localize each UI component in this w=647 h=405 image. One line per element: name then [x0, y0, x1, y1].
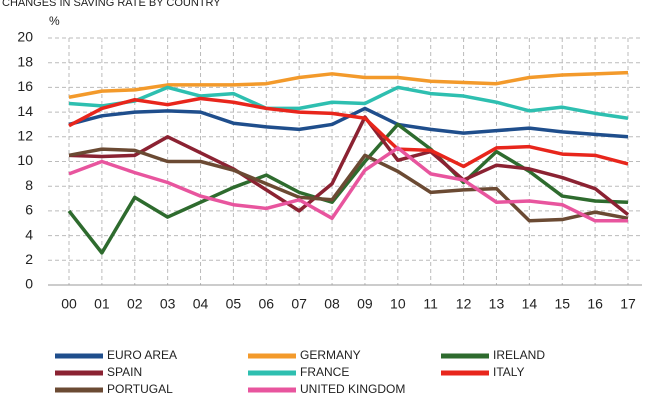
x-tick-label: 16: [587, 296, 603, 312]
x-tick-label: 15: [554, 296, 570, 312]
y-tick-label: 8: [25, 177, 33, 193]
series-line: [67, 122, 629, 255]
x-tick-label: 11: [423, 296, 438, 312]
y-tick-label: 14: [17, 103, 33, 119]
y-axis-label: %: [49, 14, 60, 28]
legend-label: FRANCE: [300, 365, 349, 379]
y-tick-label: 0: [25, 276, 33, 292]
y-tick-label: 10: [17, 152, 33, 168]
x-tick-label: 02: [127, 296, 143, 312]
series-line: [68, 106, 629, 139]
chart-title: CHANGES IN SAVING RATE BY COUNTRY: [2, 0, 221, 9]
series-line: [68, 147, 629, 223]
legend-label: EURO AREA: [107, 348, 177, 362]
x-tick-label: 14: [522, 296, 538, 312]
y-tick-label: 4: [25, 226, 33, 242]
series-line: [68, 115, 630, 216]
x-tick-label: 17: [620, 296, 636, 312]
x-tick-label: 08: [324, 296, 340, 312]
y-tick-label: 16: [17, 78, 33, 94]
series-line: [68, 85, 629, 121]
x-tick-label: 10: [390, 296, 406, 312]
legend-label: ITALY: [493, 365, 525, 379]
y-tick-label: 18: [17, 53, 33, 69]
legend-label: UNITED KINGDOM: [300, 382, 405, 396]
legend-label: GERMANY: [300, 348, 361, 362]
x-tick-label: 03: [160, 296, 176, 312]
y-tick-label: 12: [17, 128, 33, 144]
y-tick-label: 6: [25, 202, 33, 218]
x-tick-label: 09: [357, 296, 373, 312]
y-tick-label: 2: [25, 251, 33, 267]
legend-label: IRELAND: [493, 348, 545, 362]
series-line: [68, 70, 629, 99]
x-tick-label: 00: [61, 296, 77, 312]
x-tick-label: 07: [291, 296, 307, 312]
x-tick-label: 12: [456, 296, 472, 312]
x-tick-label: 01: [94, 296, 110, 312]
legend-label: PORTUGAL: [107, 382, 173, 396]
series-line: [68, 146, 628, 223]
x-tick-label: 04: [193, 296, 209, 312]
x-tick-label: 13: [489, 296, 505, 312]
y-tick-label: 20: [17, 29, 33, 45]
x-tick-label: 05: [226, 296, 242, 312]
series-line: [68, 96, 629, 169]
x-tick-label: 06: [259, 296, 275, 312]
legend-label: SPAIN: [107, 365, 142, 379]
